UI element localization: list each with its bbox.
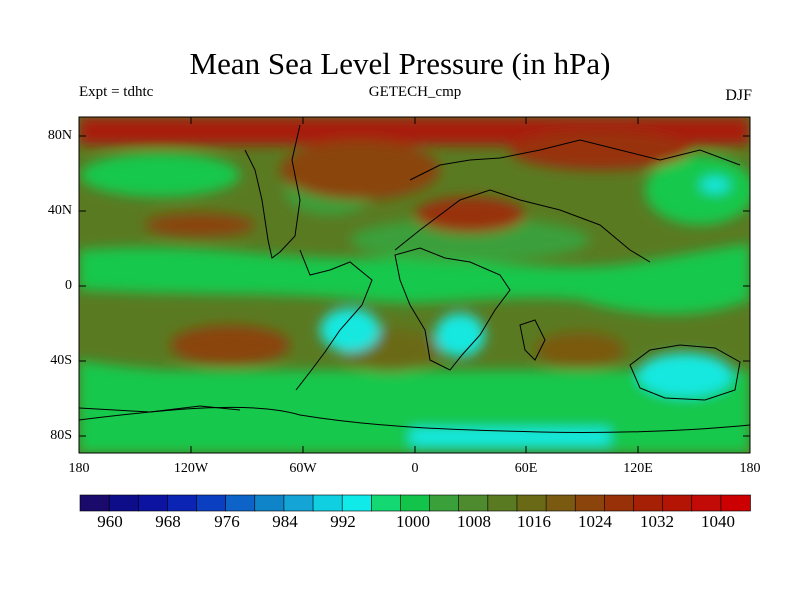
north-america-coast	[244, 124, 301, 259]
colorbar-swatch	[370, 494, 402, 512]
x-tick-label: 120W	[173, 461, 209, 476]
season-label: DJF	[725, 87, 752, 104]
colorbar-swatch	[341, 494, 373, 512]
y-tick-label: 80S	[50, 428, 72, 443]
colorbar	[79, 494, 751, 512]
colorbar-swatch	[312, 494, 343, 512]
asian-high	[415, 197, 525, 233]
colorbar-label: 1000	[396, 512, 430, 531]
madagascar-coast	[519, 319, 546, 361]
colorbar-swatch	[574, 494, 606, 512]
eurasia-south-coast	[394, 189, 651, 263]
colorbar-label: 1040	[701, 512, 735, 531]
map-title: Mean Sea Level Pressure (in hPa)	[189, 46, 611, 81]
x-tick-label: 0	[411, 461, 419, 476]
colorbar-swatch	[400, 494, 431, 512]
y-tick-label: 80N	[47, 128, 72, 143]
colorbar-label: 992	[330, 512, 356, 531]
colorbar-label: 1008	[457, 512, 491, 531]
colorbar-swatch	[691, 494, 722, 512]
colorbar-swatch	[633, 494, 664, 512]
aleutian-low	[645, 155, 750, 225]
colorbar-swatch	[458, 494, 489, 512]
x-tick-label: 60W	[289, 461, 317, 476]
south-america-coast	[295, 249, 373, 391]
colorbar-swatch	[79, 494, 110, 512]
colorbar-swatch	[487, 494, 518, 512]
colorbar-label: 1032	[640, 512, 674, 531]
colorbar-swatch	[167, 494, 198, 512]
antarctica-coast	[79, 406, 750, 434]
north-pacific-low	[80, 153, 240, 197]
tropical-low-belt	[79, 244, 750, 315]
dataset-label: GETECH_cmp	[368, 84, 462, 100]
colorbar-swatch	[720, 494, 751, 512]
colorbar-swatch	[283, 494, 314, 512]
colorbar-label: 968	[155, 512, 181, 531]
south-pacific-high	[170, 325, 290, 365]
australia-coast	[629, 344, 741, 401]
africa-low	[435, 313, 485, 357]
colorbar-swatch	[429, 494, 460, 512]
colorbar-swatch	[662, 494, 693, 512]
colorbar-label: 984	[272, 512, 298, 531]
y-tick-label: 40N	[47, 203, 72, 218]
colorbar-swatch	[137, 494, 169, 512]
colorbar-swatch	[604, 494, 635, 512]
coastlines	[79, 124, 750, 434]
australia-low	[637, 353, 733, 397]
colorbar-swatch	[196, 494, 227, 512]
x-tick-label: 120E	[623, 461, 653, 476]
y-tick-label: 0	[65, 278, 72, 293]
x-tick-label: 60E	[514, 461, 538, 476]
colorbar-swatch	[516, 494, 547, 512]
colorbar-swatch	[225, 494, 256, 512]
colorbar-swatch	[108, 494, 140, 512]
experiment-label: Expt = tdhtc	[79, 84, 154, 100]
colorbar-swatch	[254, 494, 285, 512]
colorbar-swatch	[545, 494, 577, 512]
south-america-low	[320, 308, 380, 352]
colorbar-label: 976	[214, 512, 240, 531]
axis-ticks	[79, 117, 750, 453]
colorbar-label: 1016	[517, 512, 551, 531]
y-tick-label: 40S	[50, 353, 72, 368]
colorbar-label: 1024	[578, 512, 612, 531]
x-tick-label: 180	[739, 461, 761, 476]
pressure-field	[79, 117, 750, 453]
eurasia-north-coast	[409, 139, 741, 181]
colorbar-label: 960	[97, 512, 123, 531]
x-tick-label: 180	[68, 461, 90, 476]
africa-coast	[394, 247, 511, 371]
